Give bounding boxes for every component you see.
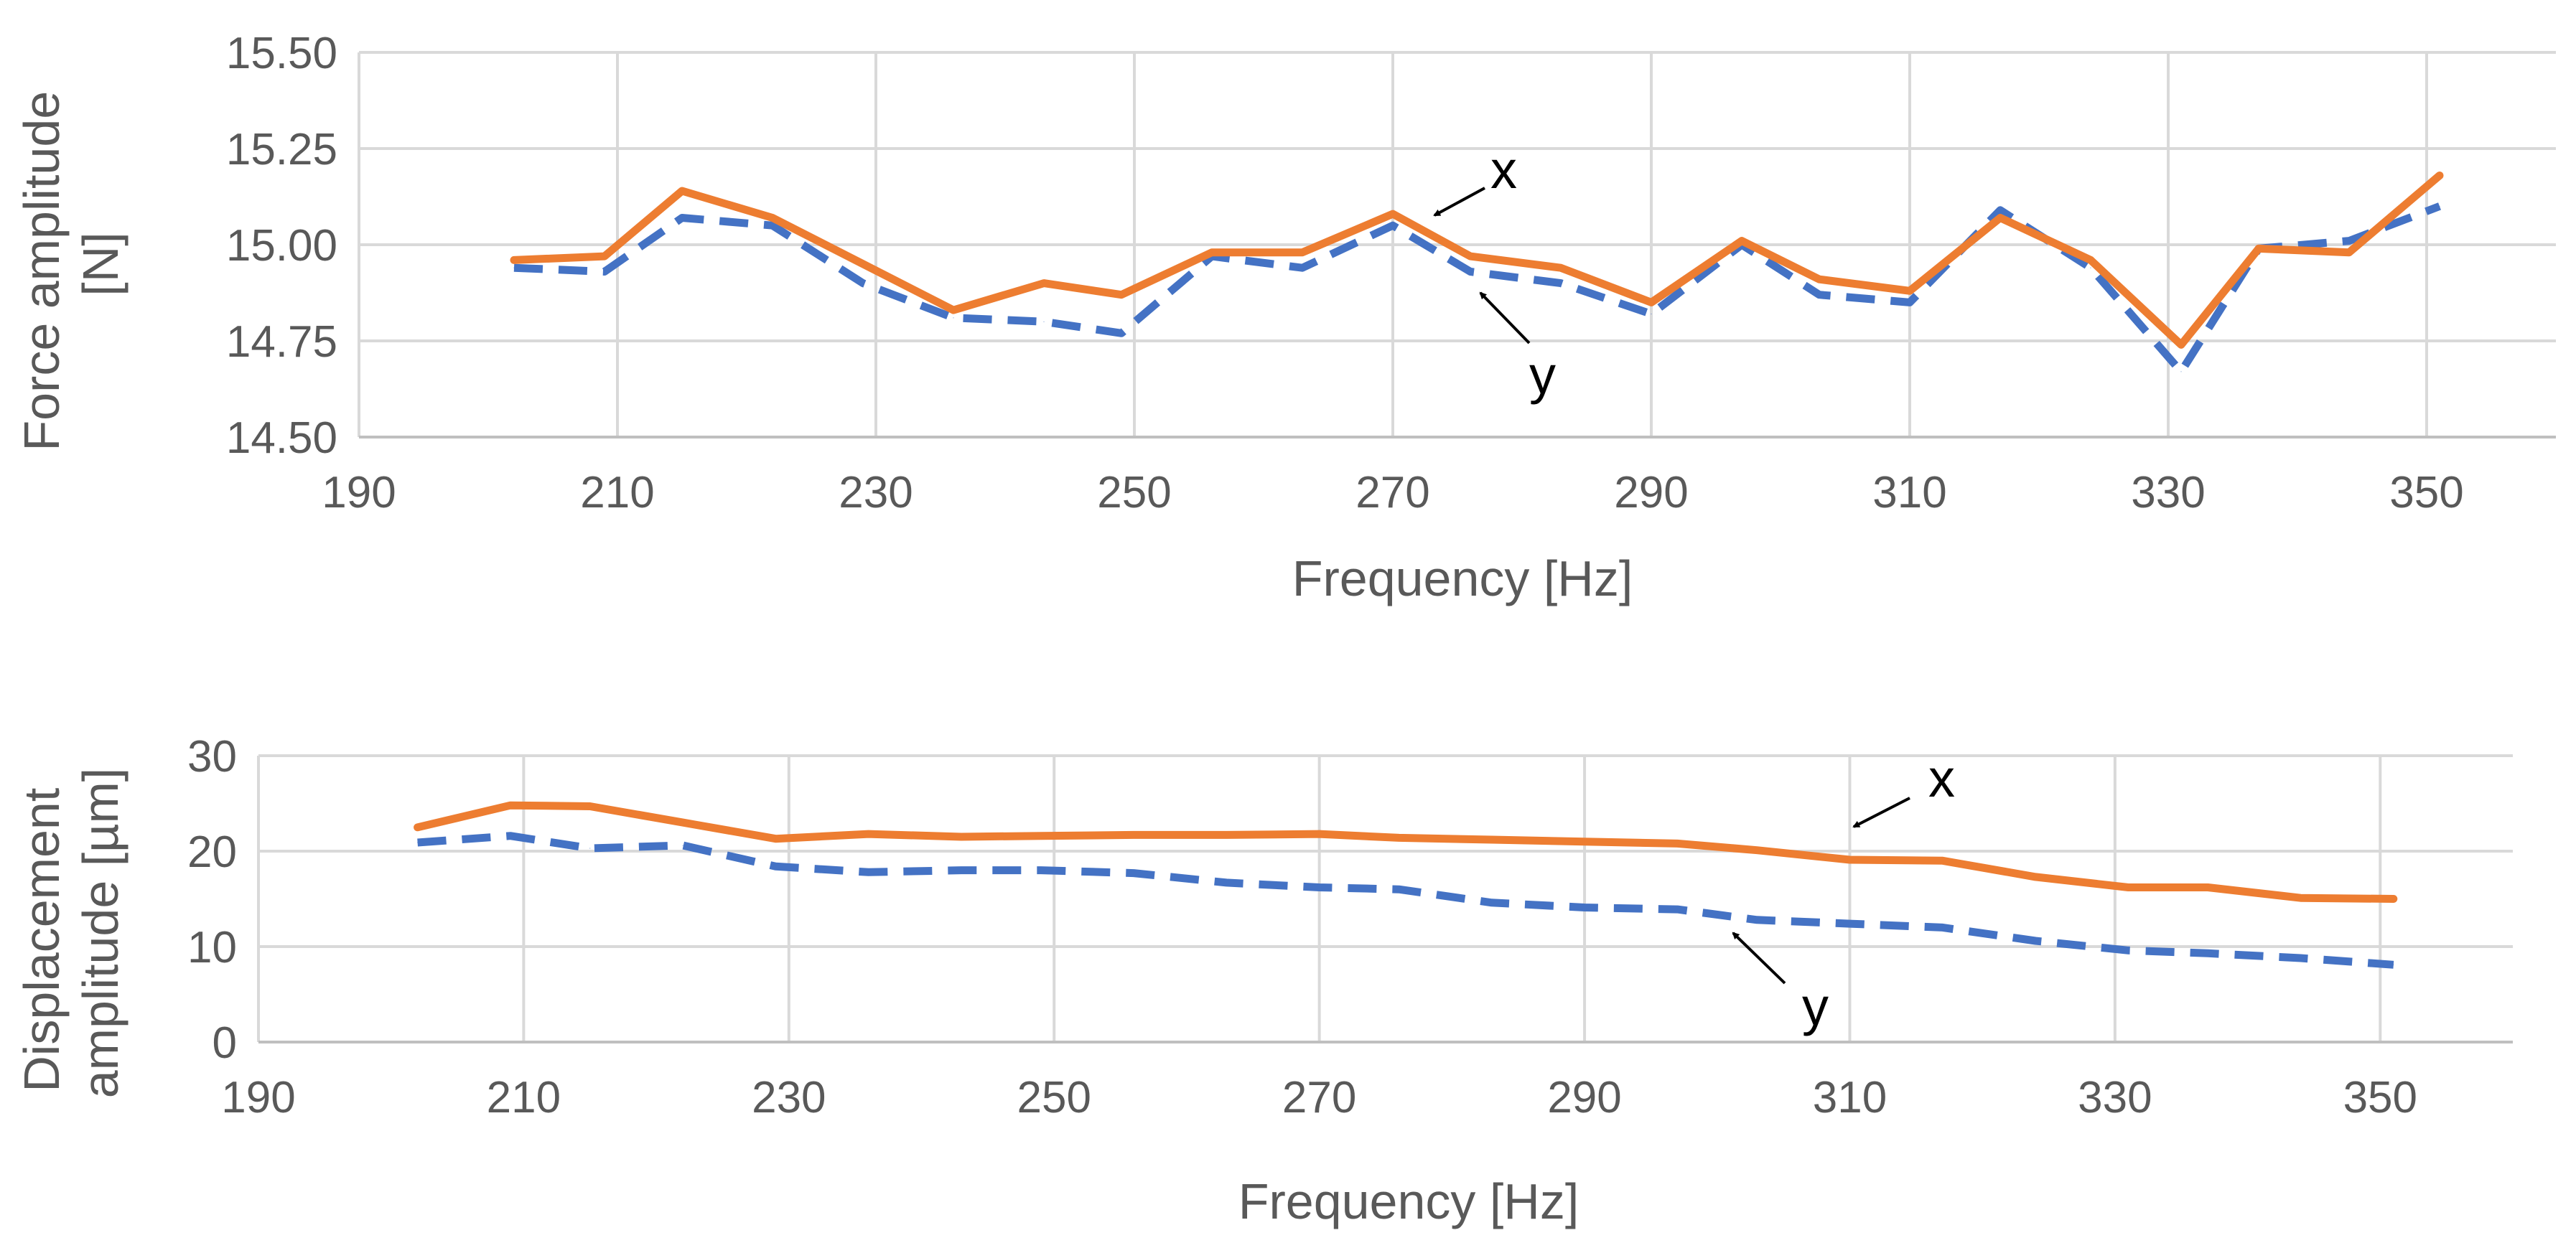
data-point-y <box>1319 887 1320 888</box>
data-point-x <box>1676 843 1678 844</box>
data-point-x <box>1040 835 1042 837</box>
y-tick-label: 20 <box>187 827 237 877</box>
x-tick-label: 270 <box>1282 1073 1356 1122</box>
y-axis-title-line-1: Force amplitude <box>14 91 70 451</box>
data-point-y <box>1226 882 1227 883</box>
data-point-x <box>2348 252 2350 253</box>
y-axis-title-line-2: [N] <box>73 232 129 296</box>
data-point-x <box>2035 876 2036 878</box>
displacement-amplitude-chart: 0 10 20 30 190 210 230 250 270 290 310 330 350 Frequ… <box>14 732 2513 1229</box>
x-tick-label: 250 <box>1097 468 1171 517</box>
y-tick-label: 14.50 <box>226 413 337 463</box>
data-point-y <box>2127 949 2129 951</box>
data-point-x <box>2180 344 2182 345</box>
y-axis-title: Displacement amplitude [µm] <box>14 768 129 1099</box>
data-point-x <box>1849 859 1850 860</box>
data-point-x <box>1942 860 1943 861</box>
data-point-x <box>1211 252 1213 253</box>
data-point-x <box>1651 301 1652 303</box>
x-tick-label: 210 <box>580 468 654 517</box>
data-point-x <box>868 833 869 835</box>
data-point-y <box>868 871 869 873</box>
data-point-y <box>2180 371 2182 372</box>
data-point-x <box>1392 213 1394 215</box>
data-point-x <box>2300 897 2301 899</box>
data-point-x <box>2127 887 2129 888</box>
x-tick-label: 290 <box>1547 1073 1621 1122</box>
annotation-x-arrow <box>1852 797 1910 828</box>
x-tick-label: 210 <box>487 1073 561 1122</box>
annotation-x: x <box>1433 140 1517 217</box>
annotation-x-label: x <box>1490 140 1517 200</box>
data-point-y <box>1470 271 1471 273</box>
data-point-y <box>1676 909 1678 910</box>
data-point-x <box>1470 255 1471 257</box>
y-tick-label: 15.25 <box>226 125 337 174</box>
y-tick-label: 10 <box>187 923 237 972</box>
y-tick-label: 30 <box>187 732 237 782</box>
x-tick-label: 190 <box>322 468 396 517</box>
force-amplitude-chart: 14.50 14.75 15.00 15.25 15.50 190 210 230 250 270… <box>14 29 2556 606</box>
data-point-y <box>1942 927 1943 928</box>
data-point-x <box>681 190 683 192</box>
data-point-x <box>589 805 591 807</box>
data-point-y <box>681 217 683 218</box>
y-tick-label: 14.75 <box>226 317 337 367</box>
x-tick-label: 350 <box>2389 468 2463 517</box>
data-point-y <box>1392 225 1394 226</box>
data-point-x <box>953 309 954 311</box>
data-point-y <box>1491 902 1493 904</box>
data-point-x <box>1319 833 1320 835</box>
annotation-y-label: y <box>1802 977 1829 1036</box>
x-tick-label: 230 <box>839 468 913 517</box>
data-point-y <box>775 866 776 867</box>
x-tick-label: 190 <box>221 1073 295 1122</box>
annotation-x-arrow <box>1433 187 1485 217</box>
x-tick-label: 230 <box>752 1073 826 1122</box>
annotation-y: y <box>1479 291 1556 405</box>
y-tick-label: 15.50 <box>226 29 337 78</box>
data-point-y <box>1819 294 1820 296</box>
y-axis-title-line-1: Displacement <box>14 788 70 1092</box>
x-axis-title: Frequency [Hz] <box>1238 1173 1579 1229</box>
data-point-y <box>1121 332 1122 334</box>
series-line-x <box>510 172 2444 349</box>
annotation-x-label: x <box>1928 749 1955 808</box>
annotation-y-arrow <box>1732 932 1786 985</box>
data-point-x <box>1999 217 2001 218</box>
data-point-y <box>1040 870 1042 871</box>
data-point-x <box>513 259 515 261</box>
data-point-y <box>2300 957 2301 959</box>
x-tick-label: 330 <box>2078 1073 2152 1122</box>
y-axis-title-line-2: amplitude [µm] <box>73 768 129 1099</box>
data-point-y <box>2348 240 2350 242</box>
x-tick-label: 350 <box>2343 1073 2417 1122</box>
x-tick-label: 310 <box>1872 468 1946 517</box>
annotation-y: y <box>1732 932 1829 1036</box>
annotation-y-arrow <box>1479 291 1531 344</box>
data-point-y <box>953 317 954 319</box>
x-tick-label: 270 <box>1355 468 1429 517</box>
data-point-y <box>1756 919 1758 921</box>
y-tick-label: 15.00 <box>226 221 337 271</box>
x-tick-label: 330 <box>2131 468 2205 517</box>
data-point-x <box>775 838 776 840</box>
data-point-x <box>1302 252 1303 253</box>
data-point-x <box>862 263 864 265</box>
data-point-y <box>589 848 591 849</box>
x-tick-label: 290 <box>1614 468 1688 517</box>
y-tick-label: 0 <box>213 1018 237 1068</box>
annotation-x: x <box>1852 749 1955 828</box>
x-axis-title: Frequency [Hz] <box>1292 550 1633 606</box>
data-point-x <box>1819 278 1820 280</box>
data-point-y <box>2035 940 2036 942</box>
x-tick-label: 310 <box>1813 1073 1887 1122</box>
annotation-y-label: y <box>1529 345 1556 405</box>
x-tick-label: 250 <box>1017 1073 1091 1122</box>
data-point-x <box>1121 294 1122 296</box>
y-axis-title: Force amplitude [N] <box>14 77 129 451</box>
